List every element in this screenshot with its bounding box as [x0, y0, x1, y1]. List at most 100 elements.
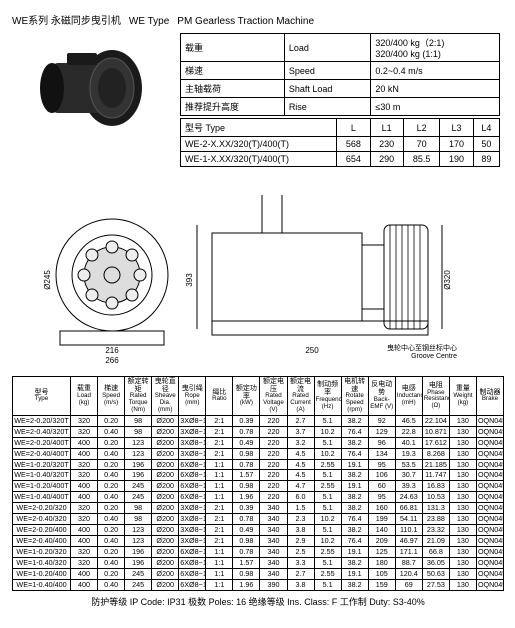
cell: 171.1	[395, 546, 422, 557]
cell: 19.1	[341, 546, 368, 557]
row-type: WE=1-0.40/400	[13, 579, 71, 590]
cell: 98	[125, 426, 152, 437]
col-header: 反电动势Back-EMF (V)	[368, 377, 395, 416]
cell: 23.88	[422, 514, 449, 525]
table-row: WE=2-0.40/4004000.40123Ø2003XØ8~132:10.9…	[13, 535, 504, 546]
table-row: WE=1-0.20/4004000.20245Ø2006XØ8~131:10.9…	[13, 568, 504, 579]
cell: 3XØ8~13	[179, 415, 206, 426]
cell: 220	[260, 448, 287, 459]
cell: 1:1	[206, 481, 233, 492]
cell: Ø200	[152, 481, 179, 492]
cell: 245	[125, 492, 152, 503]
cell: 199	[368, 514, 395, 525]
row-type: WE=2-0.20/400	[13, 525, 71, 536]
cell: Ø200	[152, 557, 179, 568]
cell: 0.20	[98, 459, 125, 470]
cell: 0.98	[233, 568, 260, 579]
cell: 3XØ8~13	[179, 448, 206, 459]
cell: OQN045	[476, 481, 503, 492]
cell: 130	[449, 459, 476, 470]
cell: 220	[260, 481, 287, 492]
cell: Ø200	[152, 470, 179, 481]
cell: 6XØ8~13	[179, 546, 206, 557]
cell: OQN045	[476, 579, 503, 590]
cell: 0.40	[98, 579, 125, 590]
dim-val: 230	[370, 137, 403, 152]
cell: 123	[125, 525, 152, 536]
row-type: WE=1-0.40/320T	[13, 470, 71, 481]
cell: 2.7	[287, 568, 314, 579]
cell: 0.40	[98, 448, 125, 459]
cell: 245	[125, 481, 152, 492]
row-type: WE=1-0.40/400T	[13, 492, 71, 503]
col-header: 电阻Phase Resistance (Ω)	[422, 377, 449, 416]
cell: 140	[368, 525, 395, 536]
cell: 17.612	[422, 437, 449, 448]
dim-col: L2	[403, 119, 440, 137]
dim-col: L4	[473, 119, 499, 137]
cell: OQN045	[476, 492, 503, 503]
cell: 320	[71, 426, 98, 437]
cell: 0.39	[233, 503, 260, 514]
cell: 134	[368, 448, 395, 459]
cell: Ø200	[152, 415, 179, 426]
spec-label: 梯速	[181, 62, 285, 80]
dim-val: 568	[337, 137, 370, 152]
cell: 0.98	[233, 535, 260, 546]
cell: 5.1	[314, 557, 341, 568]
cell: 6XØ8~13	[179, 568, 206, 579]
cell: 0.98	[233, 448, 260, 459]
row-type: WE=2-0.40/320	[13, 514, 71, 525]
cell: 220	[260, 437, 287, 448]
cell: 123	[125, 535, 152, 546]
cell: 36.05	[422, 557, 449, 568]
cell: 130	[449, 448, 476, 459]
cell: OQN045	[476, 546, 503, 557]
cell: 3.7	[287, 426, 314, 437]
cell: 0.20	[98, 415, 125, 426]
cell: 1:1	[206, 546, 233, 557]
col-header: 电机转速Rotate Speed (rpm)	[341, 377, 368, 416]
cell: 0.40	[98, 470, 125, 481]
table-row: WE=1-0.20/400T4000.20245Ø2006XØ8~131:10.…	[13, 481, 504, 492]
cell: 1.5	[287, 503, 314, 514]
cell: 340	[260, 546, 287, 557]
row-type: WE=2-0.40/400T	[13, 448, 71, 459]
cell: OQN045	[476, 525, 503, 536]
spec-label-en: Speed	[284, 62, 371, 80]
cell: 320	[71, 503, 98, 514]
cell: 320	[71, 557, 98, 568]
cell: 4.5	[287, 470, 314, 481]
cell: 30.7	[395, 470, 422, 481]
cell: 105	[368, 568, 395, 579]
cell: 10.2	[314, 426, 341, 437]
cell: 1:1	[206, 470, 233, 481]
cell: 0.78	[233, 459, 260, 470]
cell: 5.1	[314, 492, 341, 503]
col-header: 额定转矩Rated Torque (Nm)	[125, 377, 152, 416]
table-row: WE=2-0.20/3203200.2098Ø2003XØ8~132:10.39…	[13, 503, 504, 514]
dim-val: 50	[473, 137, 499, 152]
cell: 38.2	[341, 525, 368, 536]
cell: 209	[368, 535, 395, 546]
cell: 19.1	[341, 481, 368, 492]
dim-type: WE-1-X.XX/320(T)/400(T)	[181, 152, 337, 167]
cell: 38.2	[341, 579, 368, 590]
cell: 92	[368, 415, 395, 426]
cell: 2:1	[206, 415, 233, 426]
table-row: WE=2-0.20/4004000.20123Ø2003XØ8~132:10.4…	[13, 525, 504, 536]
cell: 400	[71, 481, 98, 492]
cell: 38.2	[341, 503, 368, 514]
cell: 220	[260, 459, 287, 470]
cell: 16.83	[422, 481, 449, 492]
cell: 0.40	[98, 557, 125, 568]
cell: 1.57	[233, 557, 260, 568]
cell: 0.49	[233, 437, 260, 448]
cell: 0.20	[98, 568, 125, 579]
cell: 130	[449, 579, 476, 590]
title-type: WE Type	[129, 16, 169, 27]
row-type: WE=2-0.20/320	[13, 503, 71, 514]
cell: 130	[449, 470, 476, 481]
cell: 6XØ8~13	[179, 470, 206, 481]
dim-245: Ø245	[43, 270, 52, 290]
